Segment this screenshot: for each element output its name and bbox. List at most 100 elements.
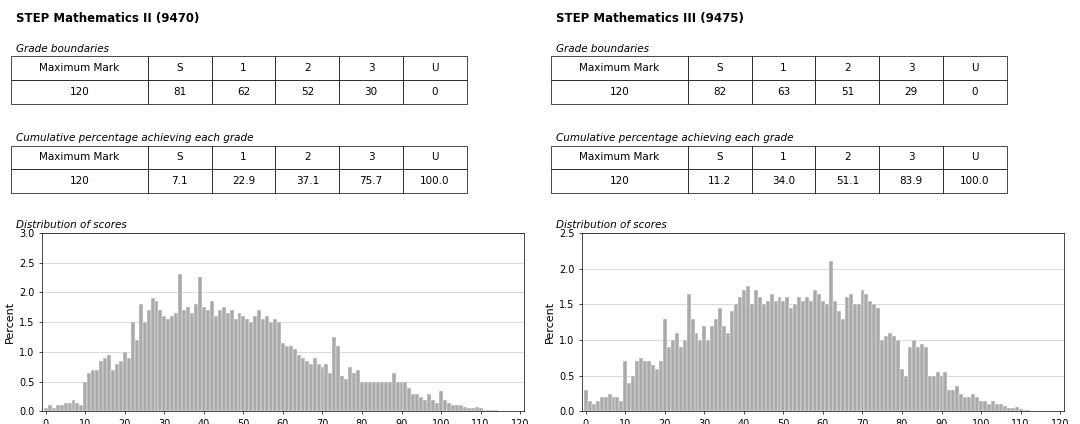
Bar xyxy=(928,376,932,411)
Bar xyxy=(293,349,297,411)
Bar xyxy=(828,261,833,411)
Bar xyxy=(269,322,273,411)
Bar xyxy=(746,286,750,411)
Bar xyxy=(495,410,498,411)
Bar xyxy=(403,80,467,104)
Bar xyxy=(202,307,206,411)
Bar xyxy=(1018,409,1023,411)
Bar xyxy=(551,80,688,104)
Text: 7.1: 7.1 xyxy=(172,176,188,187)
Text: U: U xyxy=(971,63,978,73)
Y-axis label: Percent: Percent xyxy=(544,301,555,343)
Bar xyxy=(135,340,138,411)
Text: 120: 120 xyxy=(69,176,90,187)
Bar xyxy=(297,355,300,411)
Bar xyxy=(435,402,440,411)
Bar xyxy=(604,397,608,411)
Bar xyxy=(345,379,348,411)
Bar xyxy=(419,396,423,411)
Text: 120: 120 xyxy=(609,176,630,187)
Bar xyxy=(340,376,345,411)
Bar xyxy=(1014,407,1018,411)
Bar xyxy=(551,145,688,170)
Text: Maximum Mark: Maximum Mark xyxy=(39,63,120,73)
Text: 1: 1 xyxy=(240,153,246,162)
Bar xyxy=(879,170,943,193)
Bar xyxy=(257,310,261,411)
Bar xyxy=(738,297,742,411)
Bar xyxy=(654,368,659,411)
Text: S: S xyxy=(176,153,183,162)
Bar xyxy=(148,145,212,170)
Bar xyxy=(80,405,83,411)
Text: 81: 81 xyxy=(173,87,186,97)
Bar xyxy=(462,407,467,411)
Text: STEP Mathematics III (9475): STEP Mathematics III (9475) xyxy=(556,11,744,25)
Bar xyxy=(183,310,186,411)
Bar xyxy=(150,298,154,411)
Bar xyxy=(904,376,908,411)
Bar xyxy=(404,382,407,411)
Text: 22.9: 22.9 xyxy=(232,176,255,187)
Bar xyxy=(348,367,352,411)
Bar xyxy=(963,397,968,411)
Bar xyxy=(324,364,328,411)
Bar xyxy=(352,373,356,411)
Bar xyxy=(940,376,944,411)
Bar xyxy=(11,145,148,170)
Bar xyxy=(794,304,797,411)
Bar xyxy=(471,408,474,411)
Bar xyxy=(873,304,876,411)
Bar xyxy=(876,308,880,411)
Text: 100.0: 100.0 xyxy=(960,176,989,187)
Bar xyxy=(766,301,770,411)
Text: 2: 2 xyxy=(843,153,851,162)
Bar xyxy=(249,322,254,411)
Bar xyxy=(975,397,980,411)
Bar xyxy=(114,364,119,411)
Bar xyxy=(943,170,1007,193)
Bar xyxy=(968,397,971,411)
Bar xyxy=(750,304,754,411)
Bar xyxy=(212,80,275,104)
Bar xyxy=(451,405,455,411)
Bar xyxy=(87,373,92,411)
Bar xyxy=(380,382,383,411)
Bar xyxy=(455,405,459,411)
Text: 3: 3 xyxy=(368,153,375,162)
Bar xyxy=(616,397,620,411)
Bar xyxy=(879,80,943,104)
Bar xyxy=(849,293,852,411)
Bar xyxy=(212,56,275,80)
Bar xyxy=(723,326,726,411)
Bar xyxy=(1023,410,1026,411)
Bar xyxy=(440,391,443,411)
Bar xyxy=(947,390,951,411)
Bar xyxy=(806,297,809,411)
Bar xyxy=(675,333,678,411)
Bar xyxy=(752,80,815,104)
Bar xyxy=(210,301,214,411)
Bar xyxy=(752,145,815,170)
Bar xyxy=(190,313,194,411)
Text: S: S xyxy=(716,63,723,73)
Bar xyxy=(801,301,806,411)
Bar xyxy=(980,401,983,411)
Bar xyxy=(627,383,632,411)
Bar xyxy=(372,382,376,411)
Bar xyxy=(1011,408,1014,411)
Bar xyxy=(599,397,604,411)
Bar xyxy=(892,336,896,411)
Bar xyxy=(785,297,789,411)
Bar xyxy=(238,313,242,411)
Bar xyxy=(143,322,147,411)
Text: 2: 2 xyxy=(843,63,851,73)
Bar xyxy=(694,333,699,411)
Bar xyxy=(467,408,471,411)
Text: Maximum Mark: Maximum Mark xyxy=(579,153,660,162)
Bar xyxy=(852,304,856,411)
Bar xyxy=(916,347,920,411)
Bar xyxy=(690,318,694,411)
Text: 82: 82 xyxy=(713,87,726,97)
Bar xyxy=(683,340,687,411)
